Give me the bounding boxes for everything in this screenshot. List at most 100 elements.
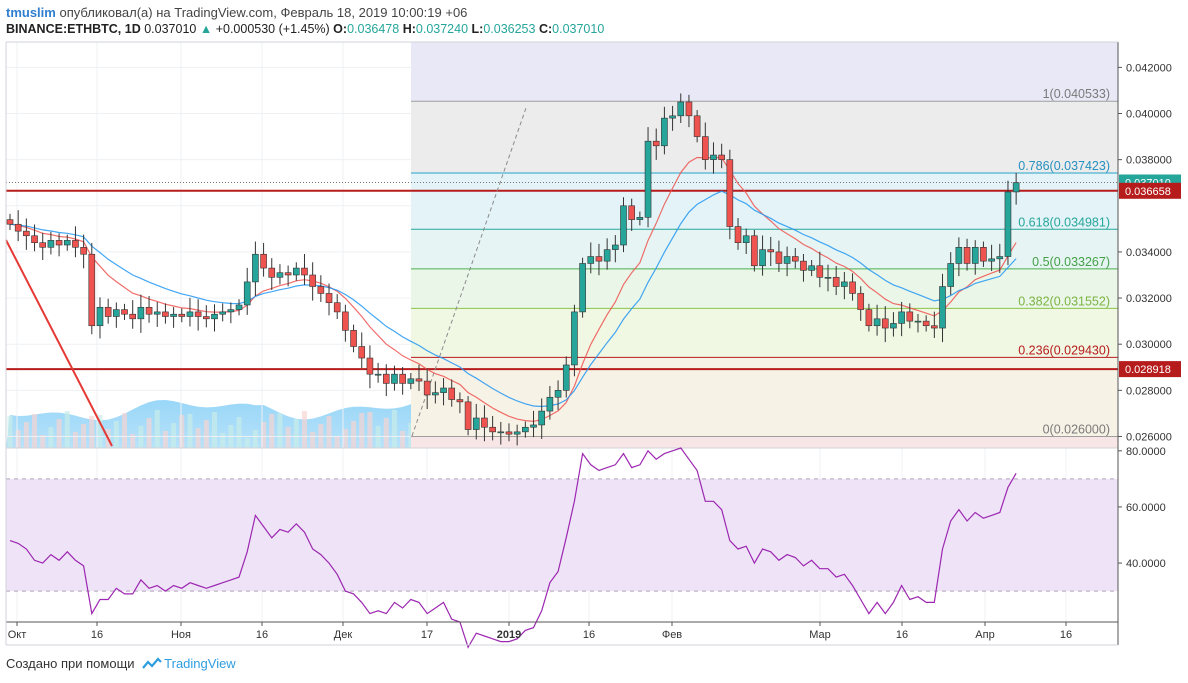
candle-body [751, 235, 758, 267]
candle-body [129, 313, 136, 320]
y-tick-label: 0.034000 [1126, 247, 1172, 259]
candle-body [701, 136, 709, 160]
candle-body [620, 205, 627, 246]
publish-line: tmuslim опубликовал(а) на TradingView.co… [6, 5, 467, 20]
volume-bar [7, 416, 13, 448]
candle-body [939, 286, 946, 329]
candle-body [816, 265, 824, 278]
price-label-text: 0.028918 [1125, 364, 1171, 376]
candle-body [170, 313, 177, 317]
tradingview-brand[interactable]: TradingView [164, 656, 236, 671]
x-tick-label: Дек [334, 629, 353, 641]
volume-bar [72, 432, 78, 448]
last-price: 0.037010 [144, 22, 197, 36]
rsi-line [9, 447, 1017, 649]
candle-body [292, 267, 300, 276]
candle-body [325, 293, 333, 303]
volume-bar [122, 413, 128, 448]
footer: Создано при помощи TradingView [6, 656, 236, 671]
x-tick-label: Апр [975, 629, 994, 641]
candle-body [677, 101, 685, 117]
y-tick-label: 0.042000 [1126, 62, 1172, 74]
up-arrow-icon: ▲ [199, 22, 213, 36]
volume-bar [130, 434, 136, 448]
candle-body [252, 253, 259, 283]
price-change: +0.000530 (+1.45%) [215, 22, 330, 36]
y-tick-label: 0.028000 [1126, 385, 1172, 397]
volume-bar [64, 411, 70, 448]
candle-body [317, 286, 325, 294]
candle-body [587, 256, 595, 264]
candle-body [718, 154, 725, 160]
volume-bar [375, 426, 381, 448]
candle-body [47, 240, 55, 248]
x-tick-label: 16 [896, 629, 908, 641]
x-tick-label: Мар [809, 629, 831, 641]
candle-body [374, 373, 382, 376]
candle-body [464, 401, 472, 430]
candle-body [481, 417, 488, 428]
candle-body [382, 373, 390, 384]
candle-body [333, 302, 341, 313]
chart-header: tmuslim опубликовал(а) на TradingView.co… [0, 0, 1188, 40]
volume-bar [48, 427, 54, 448]
candle-body [350, 330, 357, 347]
x-tick-label: Фев [662, 629, 682, 641]
volume-bar [383, 418, 389, 448]
candle-body [890, 323, 897, 329]
candle-body [276, 272, 284, 278]
candle-body [800, 260, 807, 271]
candle-body [489, 426, 496, 433]
open-value: 0.036478 [347, 22, 400, 36]
x-tick-label: Ноя [171, 629, 191, 641]
volume-bar [391, 410, 397, 448]
candle-body [661, 117, 668, 147]
candle-body [432, 392, 439, 396]
author-name[interactable]: tmuslim [6, 5, 56, 20]
volume-bar [408, 423, 414, 448]
fib-anchor-line [411, 107, 527, 437]
high-label: H: [402, 22, 416, 36]
tradingview-logo-icon [142, 657, 162, 669]
candle-body [113, 309, 120, 317]
candle-body [971, 247, 979, 264]
drawn-lines[interactable] [5, 107, 1118, 447]
rsi-y-tick-label: 40.0000 [1126, 558, 1166, 570]
candle-body [39, 242, 47, 248]
candle-body [571, 311, 578, 366]
candle-body [227, 309, 235, 313]
rsi-pane[interactable] [6, 447, 1118, 649]
candle-body [595, 256, 603, 262]
volume-bar [113, 421, 119, 448]
candle-body [791, 256, 799, 262]
candle-body [88, 253, 96, 327]
candle-body [399, 373, 406, 384]
candles[interactable] [6, 93, 1020, 446]
candle-body [996, 256, 1004, 260]
candle-body [783, 256, 791, 264]
candle-body [243, 281, 251, 306]
rsi-y-tick-label: 80.0000 [1126, 446, 1166, 458]
volume-bar [154, 410, 160, 448]
fib-zone [411, 101, 1118, 173]
volume-bar [269, 414, 275, 448]
created-with-text: Создано при помощи [6, 656, 135, 671]
candle-body [301, 267, 308, 276]
candle-body [497, 431, 505, 434]
fib-zone [411, 436, 1118, 448]
candle-body [530, 424, 537, 428]
axes: 0.042000 0.040000 0.038000 0.034000 0.032000… [5, 41, 1181, 646]
candle-body [391, 373, 398, 384]
volume-bar [97, 415, 103, 448]
candle-body [513, 431, 521, 435]
fibonacci-retracement[interactable]: 1(0.040533) 0.786(0.037423) 0.618(0.034981… [411, 42, 1118, 448]
volume-bar [195, 428, 201, 448]
candle-body [644, 140, 652, 218]
candle-body [726, 159, 734, 227]
volume-bar [261, 422, 267, 448]
fib-zone [411, 357, 1118, 437]
volume-bar [400, 431, 406, 448]
candle-body [767, 249, 775, 253]
ma-slow-line [9, 190, 1017, 408]
